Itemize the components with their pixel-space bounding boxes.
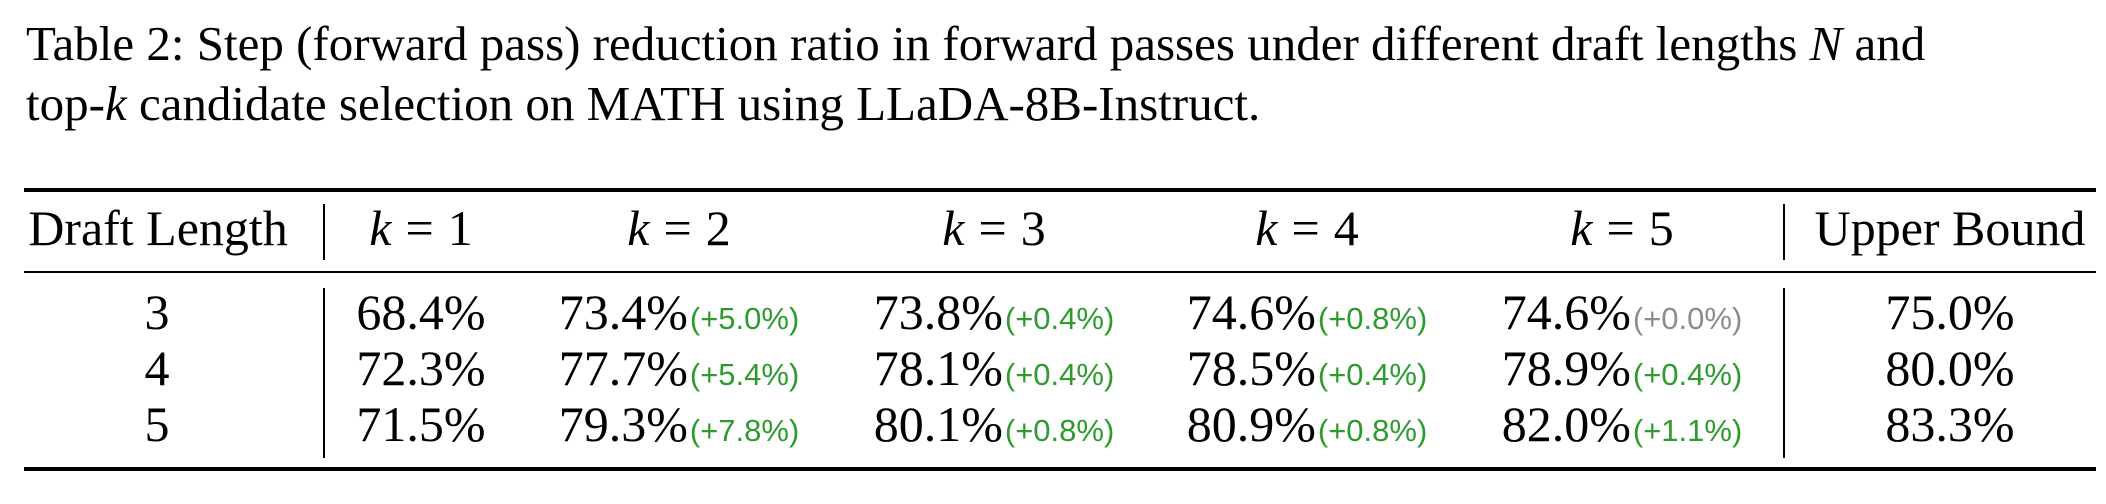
table-cell: 80.9%(+0.8%) [1186, 396, 1428, 452]
table-bottom-rule [24, 467, 2096, 471]
caption-line2-prefix: top- [26, 76, 105, 131]
column-divider-left [323, 204, 325, 260]
delta-label: (+0.4%) [1317, 357, 1428, 392]
upper-bound-cell: 80.0% [1885, 340, 2015, 396]
header-upper-bound: Upper Bound [1814, 200, 2086, 256]
delta-label: (+0.0%) [1632, 301, 1743, 336]
row-draft-length: 4 [144, 340, 170, 396]
table-header-rule [24, 271, 2096, 273]
caption-var-k: k [104, 76, 127, 131]
column-divider-right [1783, 204, 1785, 260]
header-k4: k = 4 [1255, 200, 1359, 256]
row-draft-length: 5 [144, 396, 170, 452]
caption-line2-suffix: candidate selection on MATH using LLaDA-… [126, 76, 1261, 131]
table-cell: 71.5% [356, 396, 486, 452]
table-cell: 74.6%(+0.8%) [1186, 284, 1428, 340]
delta-label: (+1.1%) [1632, 413, 1743, 448]
table-caption: Table 2: Step (forward pass) reduction r… [26, 14, 2086, 134]
header-k3: k = 3 [942, 200, 1046, 256]
delta-label: (+5.4%) [689, 357, 800, 392]
delta-label: (+0.8%) [1317, 301, 1428, 336]
delta-label: (+0.8%) [1004, 413, 1115, 448]
table-cell: 82.0%(+1.1%) [1501, 396, 1743, 452]
delta-label: (+0.4%) [1004, 357, 1115, 392]
delta-label: (+0.4%) [1632, 357, 1743, 392]
delta-label: (+7.8%) [689, 413, 800, 448]
header-k1: k = 1 [369, 200, 473, 256]
table-cell: 78.9%(+0.4%) [1501, 340, 1743, 396]
table-cell: 73.4%(+5.0%) [558, 284, 800, 340]
header-k5: k = 5 [1570, 200, 1674, 256]
upper-bound-cell: 83.3% [1885, 396, 2015, 452]
column-divider-left [323, 288, 325, 458]
table-cell: 78.5%(+0.4%) [1186, 340, 1428, 396]
caption-var-n: N [1809, 16, 1843, 71]
table-cell: 68.4% [356, 284, 486, 340]
delta-label: (+5.0%) [689, 301, 800, 336]
table-cell: 79.3%(+7.8%) [558, 396, 800, 452]
table-top-rule [24, 188, 2096, 192]
table-cell: 72.3% [356, 340, 486, 396]
delta-label: (+0.8%) [1317, 413, 1428, 448]
header-k2: k = 2 [627, 200, 731, 256]
caption-line1-prefix: Table 2: Step (forward pass) reduction r… [26, 16, 1810, 71]
delta-label: (+0.4%) [1004, 301, 1115, 336]
table-cell: 78.1%(+0.4%) [873, 340, 1115, 396]
upper-bound-cell: 75.0% [1885, 284, 2015, 340]
table-cell: 74.6%(+0.0%) [1501, 284, 1743, 340]
header-draft-length: Draft Length [28, 200, 288, 256]
table-cell: 73.8%(+0.4%) [873, 284, 1115, 340]
caption-line1-suffix: and [1842, 16, 1926, 71]
column-divider-right [1783, 288, 1785, 458]
table-cell: 77.7%(+5.4%) [558, 340, 800, 396]
table-cell: 80.1%(+0.8%) [873, 396, 1115, 452]
row-draft-length: 3 [144, 284, 170, 340]
